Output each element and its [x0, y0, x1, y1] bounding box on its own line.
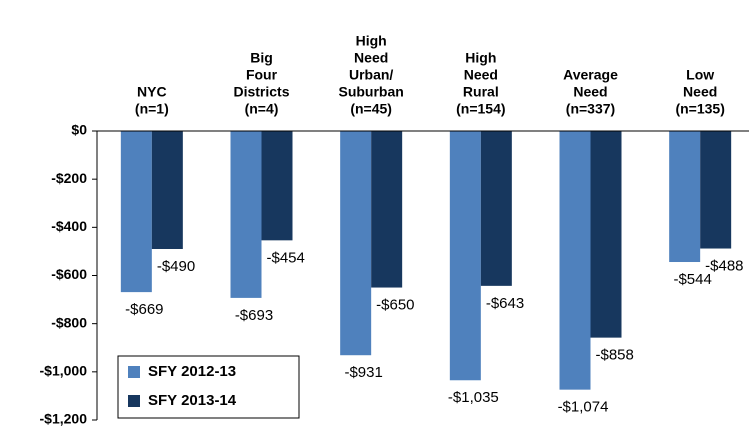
x-category-label: (n=154) [456, 101, 505, 117]
bar [261, 131, 293, 241]
value-label: -$858 [596, 347, 634, 364]
x-category-label: High [356, 33, 387, 49]
legend-box [117, 355, 300, 419]
bar [120, 131, 152, 293]
y-tick-label: $0 [71, 122, 87, 138]
y-tick-label: -$800 [51, 314, 87, 330]
bar [700, 131, 732, 249]
bar [151, 131, 183, 250]
x-category-label: (n=4) [245, 101, 279, 117]
bar [371, 131, 403, 288]
x-category-label: Need [464, 67, 498, 83]
y-tick-label: -$200 [51, 170, 87, 186]
bar [230, 131, 262, 298]
x-category-label: (n=1) [135, 101, 169, 117]
legend-swatch [128, 366, 140, 378]
x-category-label: Need [573, 84, 607, 100]
value-label: -$693 [235, 307, 273, 324]
x-category-label: Districts [233, 84, 289, 100]
bar [590, 131, 622, 338]
x-category-label: Need [683, 84, 717, 100]
value-label: -$544 [673, 271, 711, 288]
x-category-label: (n=337) [566, 101, 615, 117]
value-label: -$643 [486, 295, 524, 312]
bar [340, 131, 372, 356]
bar [559, 131, 591, 390]
value-label: -$1,035 [448, 389, 499, 406]
x-category-label: NYC [137, 84, 167, 100]
y-tick-label: -$600 [51, 266, 87, 282]
x-category-label: Four [246, 67, 278, 83]
legend-label: SFY 2013-14 [148, 392, 237, 409]
value-label: -$488 [705, 257, 743, 274]
value-label: -$931 [344, 364, 382, 381]
value-label: -$1,074 [558, 399, 609, 416]
x-category-label: (n=45) [350, 101, 392, 117]
legend-label: SFY 2012-13 [148, 363, 236, 380]
x-category-label: Average [563, 67, 618, 83]
x-category-label: High [465, 50, 496, 66]
value-label: -$490 [157, 258, 195, 275]
x-category-label: Low [686, 67, 714, 83]
value-label: -$454 [267, 249, 305, 266]
x-category-label: Rural [463, 84, 499, 100]
bar [449, 131, 481, 381]
value-label: -$669 [125, 301, 163, 318]
x-category-label: Urban/ [349, 67, 393, 83]
x-category-label: (n=135) [675, 101, 724, 117]
x-category-label: Big [250, 50, 273, 66]
x-category-label: Suburban [338, 84, 403, 100]
bar [669, 131, 701, 263]
bar [480, 131, 512, 286]
value-label: -$650 [376, 297, 414, 314]
y-tick-label: -$1,000 [40, 363, 88, 379]
x-category-label: Need [354, 50, 388, 66]
y-tick-label: -$400 [51, 218, 87, 234]
legend-swatch [128, 395, 140, 407]
y-tick-label: -$1,200 [40, 411, 88, 427]
